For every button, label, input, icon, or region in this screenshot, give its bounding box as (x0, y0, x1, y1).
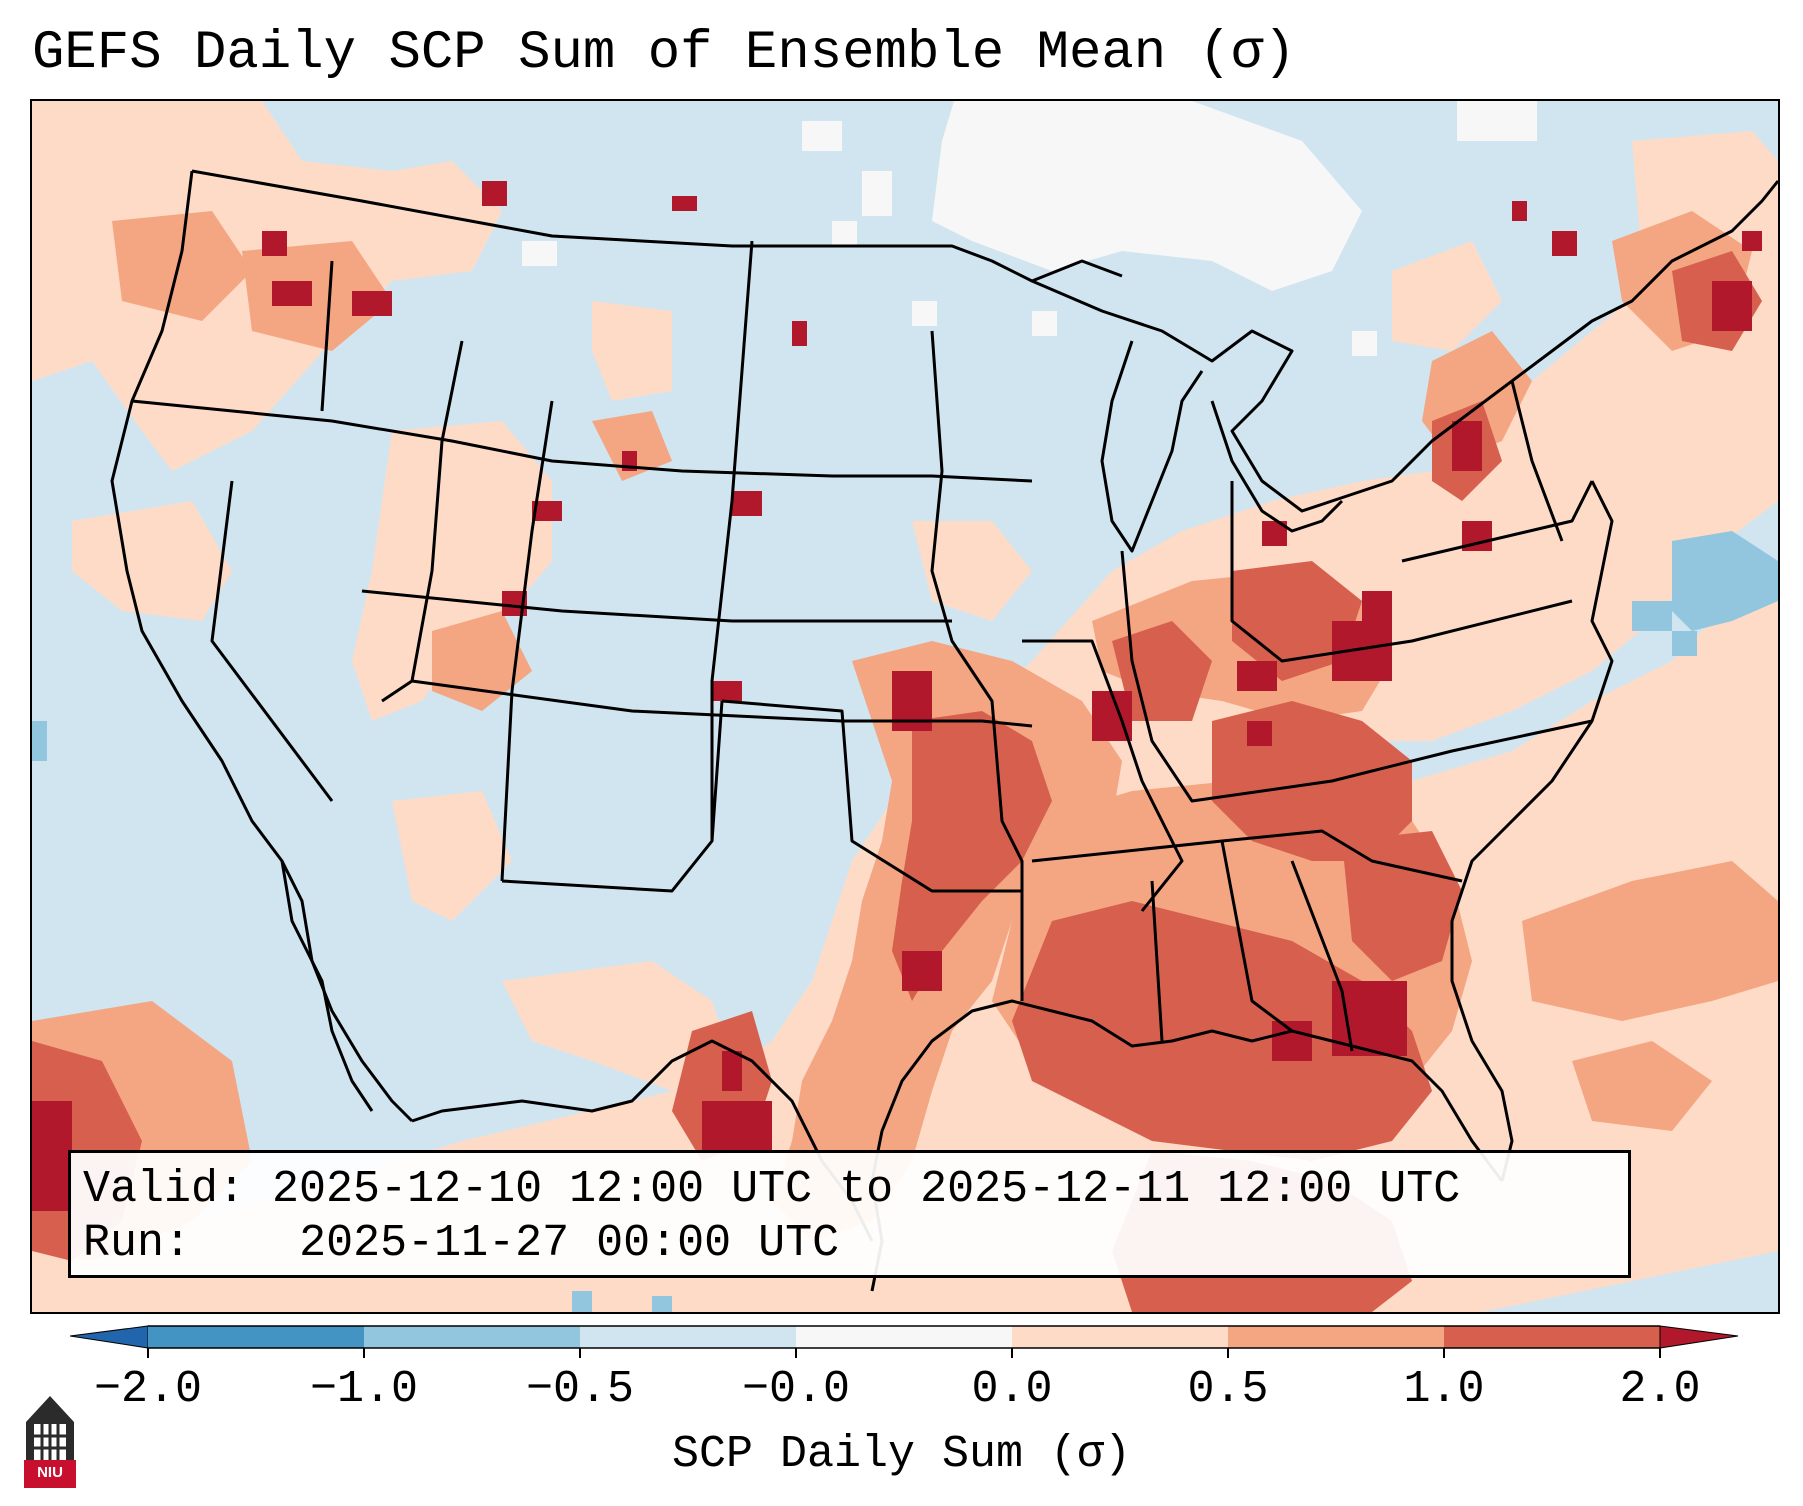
logo-text: NIU (37, 1464, 63, 1481)
colorbar-bin-4 (796, 1326, 1012, 1348)
niu-building-icon (24, 1396, 76, 1488)
neutral-patches (522, 101, 1537, 356)
valid-value: 2025-12-10 12:00 UTC to 2025-12-11 12:00… (272, 1164, 1461, 1215)
colorbar-extend-high (1659, 1325, 1739, 1349)
map-panel[interactable] (30, 99, 1780, 1314)
run-value: 2025-11-27 00:00 UTC (299, 1218, 840, 1269)
colorbar (70, 1325, 1739, 1358)
colorbar-tick-label: −0.0 (741, 1364, 851, 1415)
run-row: Run: 2025-11-27 00:00 UTC (83, 1217, 1628, 1271)
valid-label: Valid: (83, 1164, 246, 1215)
colorbar-bin-1 (148, 1326, 364, 1348)
colorbar-bin-7 (1444, 1326, 1660, 1348)
colorbar-label: SCP Daily Sum (σ) (671, 1429, 1132, 1480)
run-label: Run: (83, 1218, 192, 1269)
colorbar-tick-label: −2.0 (93, 1364, 203, 1415)
colorbar-tick-marks (147, 1348, 1661, 1358)
valid-row: Valid: 2025-12-10 12:00 UTC to 2025-12-1… (83, 1163, 1628, 1217)
colorbar-tick-label: −1.0 (309, 1364, 419, 1415)
colorbar-tick-label: 0.5 (1187, 1364, 1269, 1415)
colorbar-bin-3 (580, 1326, 796, 1348)
scp-above-2.0 (32, 181, 1762, 1211)
colorbar-bin-5 (1012, 1326, 1228, 1348)
map-canvas (32, 101, 1778, 1312)
colorbar-bin-6 (1228, 1326, 1444, 1348)
valid-time-box: Valid: 2025-12-10 12:00 UTC to 2025-12-1… (68, 1150, 1631, 1278)
colorbar-tick-label: 2.0 (1619, 1364, 1701, 1415)
chart-title: GEFS Daily SCP Sum of Ensemble Mean (σ) (32, 23, 1296, 84)
colorbar-bin-2 (364, 1326, 580, 1348)
colorbar-tick-label: 1.0 (1403, 1364, 1485, 1415)
state-boundaries (110, 169, 1778, 1292)
colorbar-tick-label: 0.0 (971, 1364, 1053, 1415)
scp-below-0.5 (32, 531, 1778, 1312)
colorbar-extend-low (70, 1325, 149, 1349)
colorbar-tick-label: −0.5 (525, 1364, 635, 1415)
